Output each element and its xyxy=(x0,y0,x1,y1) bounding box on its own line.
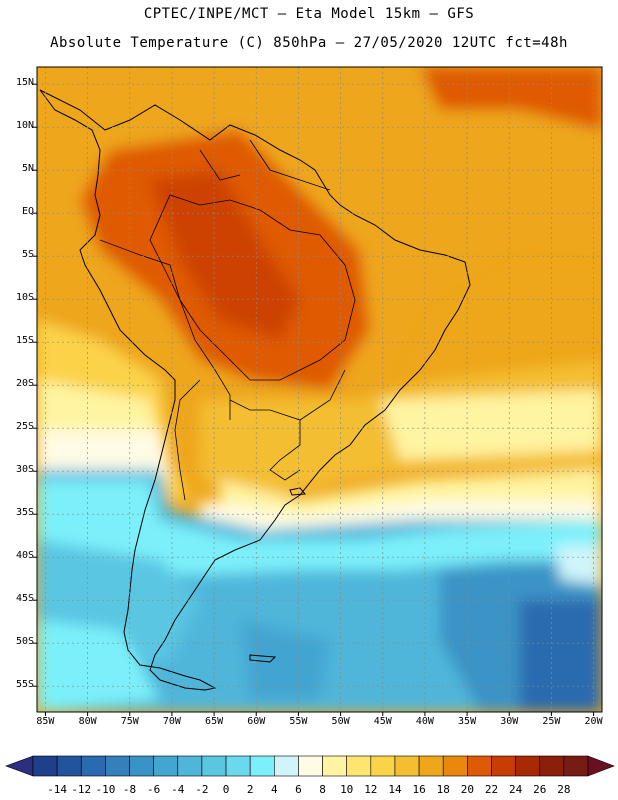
lat-tick-label: 5N xyxy=(21,163,34,175)
colorbar-swatch xyxy=(563,755,589,777)
lon-tick-label: 65W xyxy=(205,716,224,727)
colorbar-tick-label: -4 xyxy=(171,783,185,796)
lat-tick-label: EQ xyxy=(21,206,34,218)
colorbar-tick-label: 12 xyxy=(364,783,378,796)
colorbar-tick-label: 8 xyxy=(319,783,326,796)
lat-tick-label: 15S xyxy=(15,335,34,347)
colorbar-swatch xyxy=(442,755,468,777)
map-subtitle: Absolute Temperature (C) 850hPa – 27/05/… xyxy=(50,35,568,51)
lon-tick-label: 40W xyxy=(415,716,434,727)
colorbar-tick-label: 22 xyxy=(484,783,499,796)
colorbar-swatch xyxy=(249,755,275,777)
lat-tick-label: 25S xyxy=(15,421,34,433)
lon-tick-label: 60W xyxy=(247,716,266,727)
lat-tick-label: 10S xyxy=(15,292,34,304)
lat-tick-label: 45S xyxy=(15,593,34,605)
colorbar-swatch xyxy=(346,755,372,777)
lat-tick-label: 30S xyxy=(15,464,34,476)
colorbar-tick-label: 24 xyxy=(508,783,523,796)
lon-tick-label: 55W xyxy=(289,716,308,727)
colorbar-tick-label: 20 xyxy=(460,783,474,796)
colorbar-high-arrow xyxy=(587,755,615,777)
colorbar-tick-label: 10 xyxy=(340,783,354,796)
lat-tick-label: 20S xyxy=(15,378,34,390)
colorbar-swatch xyxy=(225,755,251,777)
colorbar-swatch xyxy=(274,755,299,777)
colorbar-swatch xyxy=(32,755,58,777)
colorbar xyxy=(5,755,615,777)
lat-tick-label: 10N xyxy=(15,120,34,132)
colorbar-swatch xyxy=(129,755,154,777)
colorbar-tick-label: 14 xyxy=(388,783,402,796)
lon-tick-label: 70W xyxy=(162,716,181,727)
colorbar-swatch xyxy=(515,755,541,777)
colorbar-tick-label: 16 xyxy=(412,783,426,796)
colorbar-swatch xyxy=(467,755,492,777)
lon-tick-label: 20W xyxy=(584,716,603,727)
lon-tick-label: 35W xyxy=(458,716,477,727)
colorbar-swatch xyxy=(105,755,130,777)
colorbar-swatch xyxy=(322,755,347,777)
colorbar-tick-label: 0 xyxy=(222,783,230,796)
colorbar-swatch xyxy=(80,755,106,777)
colorbar-tick-label: -8 xyxy=(122,783,137,796)
colorbar-tick-label: 26 xyxy=(533,783,547,796)
map-frame xyxy=(36,66,603,713)
colorbar-swatch xyxy=(177,755,203,777)
colorbar-swatch xyxy=(201,755,227,777)
lat-tick-label: 15N xyxy=(15,77,34,89)
lon-tick-label: 75W xyxy=(120,716,139,727)
colorbar-tick-label: 4 xyxy=(270,783,278,796)
colorbar-tick-label: -10 xyxy=(95,783,116,796)
temperature-field xyxy=(37,67,602,712)
lat-tick-label: 5S xyxy=(21,249,34,261)
lat-tick-label: 50S xyxy=(15,636,34,648)
colorbar-swatch xyxy=(153,755,179,777)
colorbar-tick-label: -6 xyxy=(147,783,161,796)
colorbar-tick-label: -14 xyxy=(47,783,68,796)
lon-tick-label: 85W xyxy=(36,716,55,727)
lon-tick-label: 30W xyxy=(500,716,519,727)
lat-tick-label: 35S xyxy=(15,507,34,519)
colorbar-tick-label: 28 xyxy=(557,783,571,796)
lat-tick-label: 55S xyxy=(15,679,34,691)
colorbar-tick-label: -2 xyxy=(195,783,209,796)
colorbar-low-arrow xyxy=(5,755,34,777)
colorbar-swatch xyxy=(370,755,396,777)
country-borders xyxy=(99,139,356,501)
lon-tick-label: 45W xyxy=(373,716,392,727)
colorbar-tick-label: 18 xyxy=(436,783,450,796)
colorbar-tick-label: 6 xyxy=(295,783,302,796)
colorbar-tick-label: 2 xyxy=(246,783,254,796)
colorbar-swatch xyxy=(539,755,565,777)
lat-tick-label: 40S xyxy=(15,550,34,562)
colorbar-swatch xyxy=(394,755,420,777)
colorbar-swatch xyxy=(56,755,82,777)
colorbar-swatch xyxy=(491,755,516,777)
lon-tick-label: 25W xyxy=(542,716,561,727)
lon-tick-label: 80W xyxy=(78,716,97,727)
lon-tick-label: 50W xyxy=(331,716,350,727)
colorbar-tick-label: -12 xyxy=(71,783,92,796)
graticule xyxy=(37,67,602,712)
colorbar-swatch xyxy=(418,755,444,777)
colorbar-swatch xyxy=(298,755,323,777)
map-title: CPTEC/INPE/MCT – Eta Model 15km – GFS xyxy=(143,6,475,22)
